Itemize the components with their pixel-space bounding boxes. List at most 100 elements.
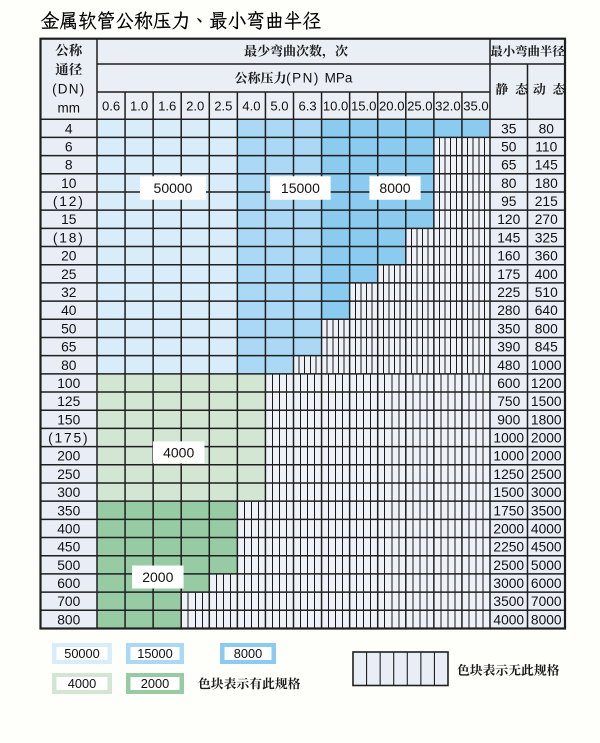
svg-text:2.0: 2.0 [186, 99, 204, 114]
svg-text:1250: 1250 [493, 467, 524, 482]
svg-text:300: 300 [57, 485, 80, 500]
svg-text:110: 110 [535, 139, 557, 154]
svg-text:(PN): (PN) [286, 71, 320, 86]
svg-text:MPa: MPa [325, 71, 353, 86]
svg-text:4500: 4500 [531, 540, 562, 555]
svg-text:175: 175 [497, 267, 520, 282]
svg-text:8000: 8000 [234, 646, 262, 661]
svg-text:150: 150 [57, 412, 80, 427]
svg-text:750: 750 [497, 394, 520, 409]
svg-text:160: 160 [497, 249, 520, 264]
svg-text:1.6: 1.6 [158, 99, 176, 114]
svg-text:6: 6 [65, 139, 73, 154]
svg-text:0.6: 0.6 [102, 99, 120, 114]
svg-text:510: 510 [535, 285, 558, 300]
svg-text:125: 125 [57, 394, 80, 409]
svg-text:390: 390 [497, 340, 520, 355]
svg-text:4000: 4000 [531, 521, 562, 536]
svg-text:65: 65 [501, 158, 517, 173]
svg-text:1000: 1000 [493, 449, 524, 464]
svg-text:200: 200 [57, 449, 80, 464]
svg-text:180: 180 [535, 176, 558, 191]
svg-text:3500: 3500 [493, 594, 524, 609]
svg-text:35: 35 [501, 121, 517, 136]
svg-text:4: 4 [65, 121, 73, 136]
svg-text:15.0: 15.0 [351, 99, 376, 114]
svg-text:95: 95 [501, 194, 517, 209]
svg-text:120: 120 [497, 212, 520, 227]
svg-text:32.0: 32.0 [435, 99, 460, 114]
svg-text:1000: 1000 [531, 358, 562, 373]
svg-text:8000: 8000 [531, 612, 562, 627]
svg-text:225: 225 [497, 285, 520, 300]
svg-text:4000: 4000 [163, 444, 194, 460]
svg-text:350: 350 [57, 503, 80, 518]
svg-text:600: 600 [497, 376, 520, 391]
svg-text:1000: 1000 [493, 431, 524, 446]
svg-text:215: 215 [535, 194, 558, 209]
svg-text:400: 400 [535, 267, 558, 282]
svg-text:80: 80 [61, 358, 77, 373]
svg-text:480: 480 [497, 358, 520, 373]
svg-text:10.0: 10.0 [323, 99, 348, 114]
svg-text:50000: 50000 [154, 180, 193, 196]
svg-text:80: 80 [539, 121, 555, 136]
svg-text:2000: 2000 [141, 676, 169, 691]
svg-text:25.0: 25.0 [407, 99, 432, 114]
svg-text:360: 360 [535, 249, 558, 264]
svg-text:640: 640 [535, 303, 558, 318]
svg-text:325: 325 [535, 230, 558, 245]
svg-text:7000: 7000 [531, 594, 562, 609]
svg-text:2250: 2250 [493, 540, 524, 555]
svg-text:250: 250 [57, 467, 80, 482]
svg-text:2500: 2500 [531, 467, 562, 482]
svg-text:800: 800 [535, 321, 558, 336]
svg-text:500: 500 [57, 558, 80, 573]
svg-text:350: 350 [497, 321, 520, 336]
svg-text:2000: 2000 [142, 569, 173, 585]
svg-text:2000: 2000 [493, 521, 524, 536]
svg-text:10: 10 [61, 176, 77, 191]
svg-text:15000: 15000 [281, 180, 320, 196]
svg-text:8: 8 [65, 158, 73, 173]
svg-text:100: 100 [57, 376, 80, 391]
svg-text:(DN): (DN) [52, 82, 85, 97]
svg-text:2500: 2500 [493, 558, 524, 573]
svg-text:2000: 2000 [531, 431, 562, 446]
svg-text:1200: 1200 [531, 376, 562, 391]
svg-text:3000: 3000 [493, 576, 524, 591]
svg-text:4000: 4000 [493, 612, 524, 627]
svg-text:280: 280 [497, 303, 520, 318]
svg-text:65: 65 [61, 340, 77, 355]
svg-text:700: 700 [57, 594, 80, 609]
svg-text:3500: 3500 [531, 503, 562, 518]
svg-text:15: 15 [61, 212, 77, 227]
svg-text:6000: 6000 [531, 576, 562, 591]
svg-text:mm: mm [58, 100, 81, 115]
svg-text:4.0: 4.0 [242, 99, 260, 114]
svg-text:20: 20 [61, 249, 77, 264]
svg-text:145: 145 [535, 158, 558, 173]
svg-text:2000: 2000 [531, 449, 562, 464]
svg-text:5.0: 5.0 [270, 99, 288, 114]
svg-text:5000: 5000 [531, 558, 562, 573]
svg-text:35.0: 35.0 [463, 99, 488, 114]
svg-text:20.0: 20.0 [379, 99, 404, 114]
svg-text:(18): (18) [53, 230, 85, 245]
svg-text:50: 50 [61, 321, 77, 336]
svg-text:4000: 4000 [68, 676, 96, 691]
svg-text:40: 40 [61, 303, 77, 318]
svg-text:3000: 3000 [531, 485, 562, 500]
svg-text:145: 145 [497, 230, 520, 245]
svg-text:1500: 1500 [493, 485, 524, 500]
svg-text:1800: 1800 [531, 412, 562, 427]
svg-text:6.3: 6.3 [298, 99, 316, 114]
svg-text:400: 400 [57, 521, 80, 536]
svg-text:2.5: 2.5 [214, 99, 232, 114]
svg-text:1750: 1750 [493, 503, 524, 518]
svg-text:1500: 1500 [531, 394, 562, 409]
svg-text:(12): (12) [53, 194, 85, 209]
svg-text:50000: 50000 [64, 646, 100, 661]
svg-text:900: 900 [497, 412, 520, 427]
svg-text:600: 600 [57, 576, 80, 591]
